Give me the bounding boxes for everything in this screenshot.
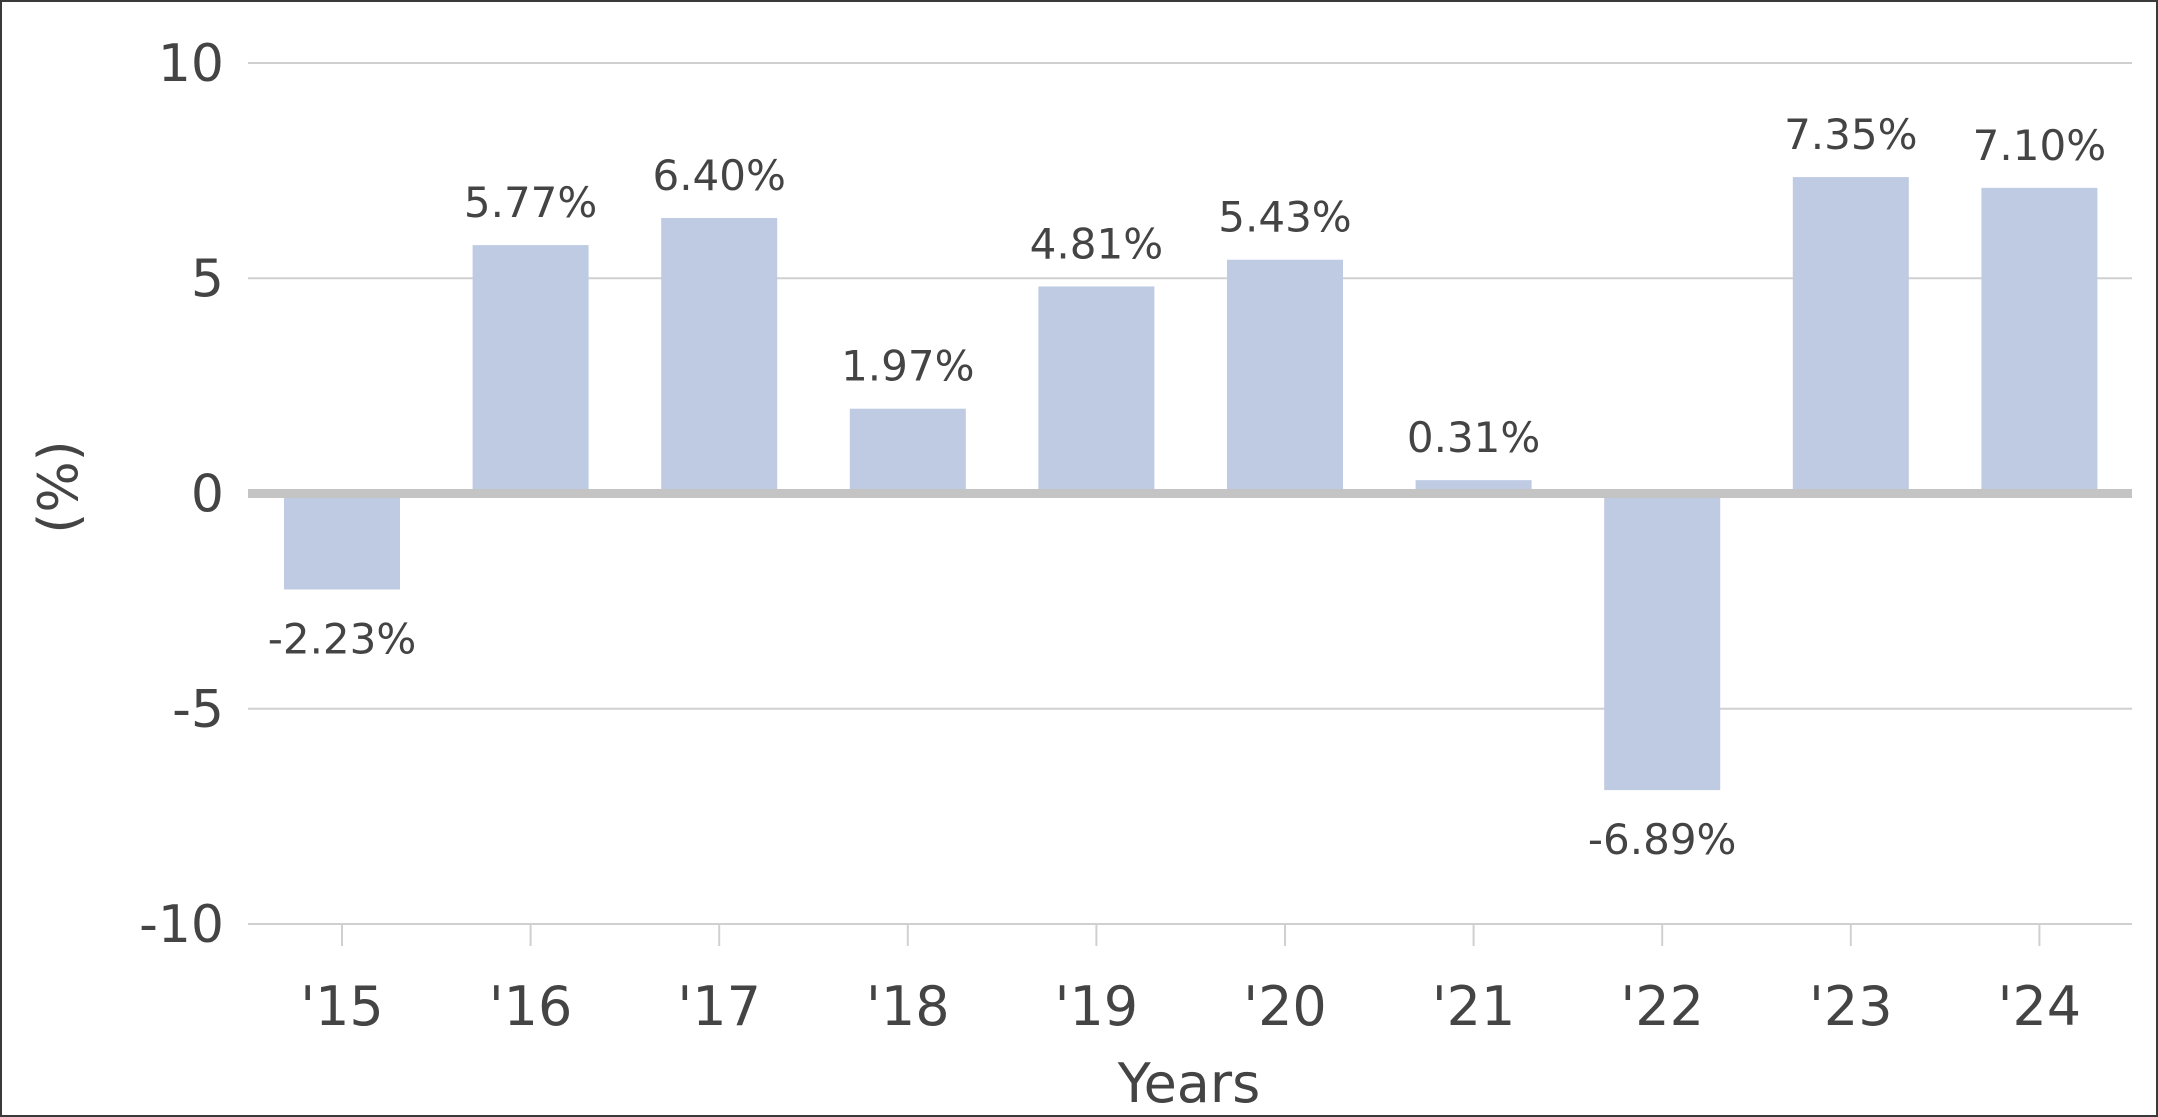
y-tick-label: 10 [158, 34, 224, 94]
y-axis-title: (%) [27, 440, 90, 533]
bar [1981, 187, 2098, 494]
x-axis-title: Years [1117, 1052, 1260, 1115]
bar [849, 408, 966, 494]
x-tick-label: '22 [1620, 975, 1704, 1038]
data-label: 0.31% [1407, 413, 1540, 462]
x-tick-label: '24 [1998, 975, 2082, 1038]
x-tick-label: '19 [1055, 975, 1139, 1038]
x-tick-label: '20 [1243, 975, 1327, 1038]
x-tick-label: '16 [489, 975, 573, 1038]
x-tick-label: '15 [300, 975, 384, 1038]
y-tick-labels: 10 5 0 -5 -10 [139, 34, 224, 955]
data-label: 5.77% [464, 178, 597, 227]
x-tick-label: '17 [677, 975, 761, 1038]
bar [1604, 493, 1721, 791]
data-label: 7.10% [1973, 121, 2106, 170]
bars [284, 177, 2098, 791]
y-tick-label: 0 [191, 465, 224, 525]
x-tick-label: '18 [866, 975, 950, 1038]
bar [1227, 259, 1343, 494]
y-tick-label: -10 [139, 895, 224, 955]
x-tick-label: '21 [1432, 975, 1516, 1038]
bar [661, 217, 778, 494]
data-labels: -2.23% 5.77% 6.40% 1.97% 4.81% 5.43% 0.31% -6.8… [268, 110, 2106, 864]
data-label: -6.89% [1588, 815, 1737, 864]
bar [1038, 286, 1155, 494]
data-label: 5.43% [1218, 193, 1351, 242]
x-tick-label: '23 [1809, 975, 1893, 1038]
data-label: 4.81% [1030, 219, 1163, 268]
y-tick-label: 5 [191, 249, 224, 309]
data-label: 6.40% [652, 151, 785, 200]
bar [1792, 177, 1909, 494]
data-label: 7.35% [1784, 110, 1917, 159]
x-tick-labels: '15 '16 '17 '18 '19 '20 '21 '22 '23 '24 [300, 975, 2081, 1038]
data-label: 1.97% [841, 342, 974, 391]
bar [472, 245, 589, 494]
data-label: -2.23% [268, 615, 417, 664]
bar [284, 493, 400, 590]
y-tick-label: -5 [172, 680, 224, 740]
